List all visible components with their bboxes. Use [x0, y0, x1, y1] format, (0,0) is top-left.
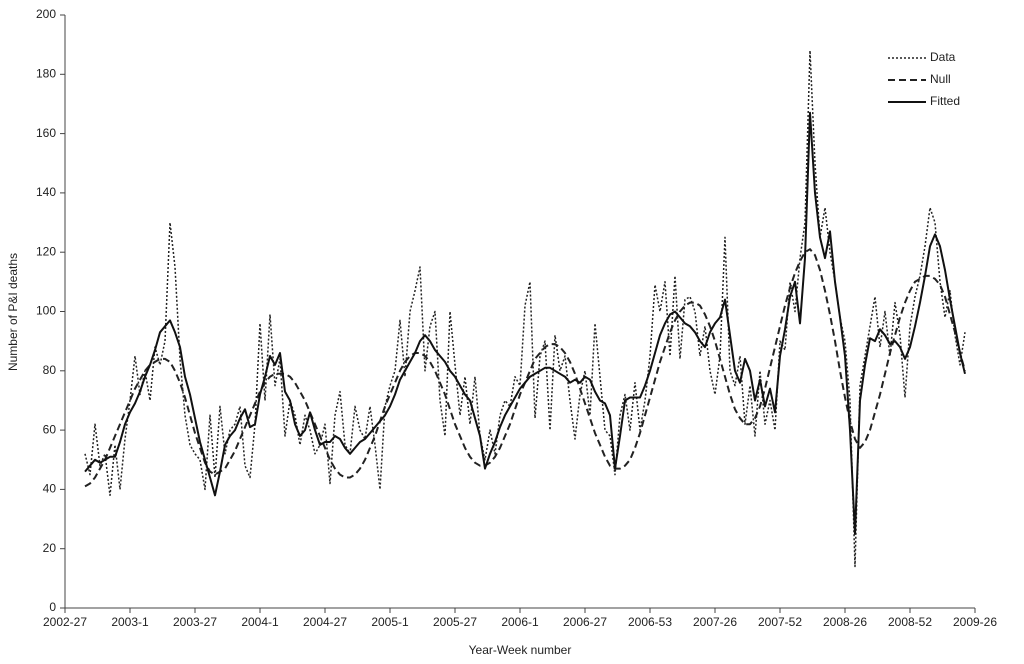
legend-label: Data	[930, 50, 956, 64]
x-tick-label: 2008-52	[888, 615, 932, 629]
x-tick-label: 2007-52	[758, 615, 802, 629]
legend-label: Null	[930, 72, 951, 86]
y-tick-label: 180	[36, 66, 56, 80]
series-line	[84, 111, 966, 535]
x-tick-label: 2006-1	[501, 615, 539, 629]
x-tick-label: 2003-1	[111, 615, 149, 629]
x-tick-label: 2005-1	[371, 615, 409, 629]
y-tick-label: 60	[43, 422, 57, 436]
y-tick-label: 100	[36, 304, 56, 318]
x-tick-label: 2009-26	[953, 615, 997, 629]
x-tick-label: 2004-27	[303, 615, 347, 629]
y-tick-label: 140	[36, 185, 56, 199]
x-tick-label: 2008-26	[823, 615, 867, 629]
x-axis-title: Year-Week number	[469, 643, 572, 657]
y-tick-label: 200	[36, 7, 56, 21]
x-tick-label: 2002-27	[43, 615, 87, 629]
legend-label: Fitted	[930, 94, 960, 108]
x-tick-label: 2007-26	[693, 615, 737, 629]
x-tick-label: 2005-27	[433, 615, 477, 629]
series-line	[84, 49, 966, 568]
y-tick-label: 120	[36, 244, 56, 258]
y-tick-label: 80	[43, 363, 57, 377]
x-tick-label: 2006-53	[628, 615, 672, 629]
y-axis-title: Number of P&I deaths	[6, 253, 20, 371]
x-tick-label: 2003-27	[173, 615, 217, 629]
y-tick-label: 40	[43, 482, 57, 496]
x-tick-label: 2006-27	[563, 615, 607, 629]
y-tick-label: 160	[36, 126, 56, 140]
y-tick-label: 0	[49, 600, 56, 614]
x-tick-label: 2004-1	[241, 615, 279, 629]
y-tick-label: 20	[43, 541, 57, 555]
